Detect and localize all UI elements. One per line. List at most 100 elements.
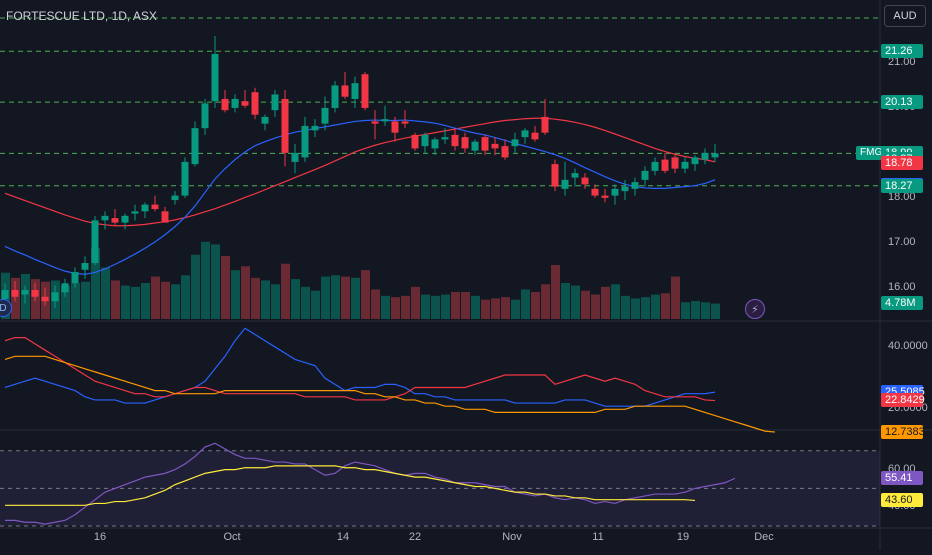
volume-bar — [441, 294, 450, 319]
volume-bar — [151, 276, 160, 319]
candle-body — [441, 137, 449, 140]
candle-body — [301, 125, 309, 158]
rsi-series-line — [5, 442, 736, 525]
candle-body — [471, 141, 479, 151]
candle-body — [601, 195, 609, 198]
volume-bar — [431, 295, 440, 319]
candle-body — [41, 296, 49, 302]
candle-body — [311, 125, 319, 131]
candle-body — [461, 137, 469, 149]
candle-body — [161, 211, 169, 223]
volume-bar — [391, 297, 400, 319]
candle-body — [431, 139, 439, 149]
volume-bar — [381, 295, 390, 319]
candle-body — [621, 186, 629, 192]
candle-body — [171, 195, 179, 201]
candle-body — [31, 290, 39, 297]
candle-body — [21, 290, 29, 295]
candle-body — [571, 173, 579, 178]
volume-bar — [61, 285, 70, 319]
volume-bar — [211, 244, 220, 319]
flash-event-icon[interactable]: ⚡ — [745, 299, 765, 319]
price-tick-label: 17.00 — [888, 235, 916, 248]
volume-bar — [491, 298, 500, 319]
candle-body — [181, 161, 189, 196]
candle-body — [251, 92, 259, 115]
candle-body — [261, 116, 269, 124]
volume-bar — [661, 293, 670, 319]
candle-body — [91, 220, 99, 264]
volume-bar — [551, 265, 560, 319]
volume-bar — [421, 294, 430, 319]
time-tick-label: Oct — [223, 531, 241, 543]
volume-bar — [461, 292, 470, 319]
volume-bar — [241, 266, 250, 319]
volume-bar — [701, 302, 710, 319]
candle-body — [551, 164, 559, 187]
volume-bar — [691, 301, 700, 319]
volume-bar — [121, 285, 130, 319]
price-axis-tag: 20.13 — [881, 95, 923, 110]
candle-body — [511, 139, 519, 147]
candle-body — [641, 170, 649, 180]
candle-body — [401, 121, 409, 124]
candle-body — [291, 152, 299, 162]
candle-body — [421, 134, 429, 147]
rsi-axis-tag: 55.41 — [881, 471, 923, 486]
candle-body — [581, 177, 589, 185]
candle-body — [671, 157, 679, 169]
volume-bar — [511, 299, 520, 319]
volume-bar — [341, 276, 350, 319]
volume-bar — [231, 270, 240, 319]
volume-bar — [711, 303, 720, 319]
chart-title: FORTESCUE LTD, 1D, ASX — [6, 9, 157, 23]
volume-bar — [561, 283, 570, 319]
volume-bar — [281, 263, 290, 319]
volume-bar — [621, 295, 630, 319]
volume-bar — [371, 289, 380, 319]
time-tick-label: 14 — [336, 531, 350, 543]
volume-bar — [161, 281, 170, 319]
volume-bar — [651, 294, 660, 319]
candle-body — [711, 153, 719, 158]
candle-body — [151, 204, 159, 210]
dmi-tick-label: 40.0000 — [888, 339, 928, 352]
dmi-series-line — [4, 355, 776, 433]
volume-bar — [141, 283, 150, 319]
volume-bar — [471, 295, 480, 319]
candle-body — [241, 101, 249, 106]
candle-body — [191, 128, 199, 165]
time-tick-label: Dec — [754, 531, 774, 543]
volume-bar — [591, 294, 600, 319]
volume-bar — [681, 302, 690, 319]
volume-bar — [91, 248, 100, 319]
volume-bar — [181, 275, 190, 319]
dmi-axis-tag: 12.7383 — [881, 424, 925, 439]
candle-body — [501, 146, 509, 158]
candle-body — [491, 143, 499, 149]
volume-bar — [411, 286, 420, 319]
volume-bar — [521, 289, 530, 319]
volume-bar — [611, 284, 620, 319]
time-tick-label: 22 — [408, 531, 422, 543]
volume-bar — [541, 284, 550, 319]
candle-body — [561, 179, 569, 189]
candle-body — [131, 211, 139, 214]
candle-body — [631, 182, 639, 189]
candle-body — [51, 292, 59, 302]
volume-bar — [271, 284, 280, 319]
volume-bar — [571, 285, 580, 319]
volume-bar — [641, 297, 650, 319]
currency-button[interactable]: AUD — [884, 5, 926, 27]
candle-body — [1, 290, 9, 300]
candle-body — [381, 119, 389, 122]
candle-body — [531, 132, 539, 140]
candle-body — [101, 215, 109, 221]
price-tick-label: 21.00 — [888, 55, 916, 68]
candle-body — [201, 103, 209, 129]
volume-bar — [451, 292, 460, 319]
price-axis-tag: 4.78M — [881, 296, 923, 310]
volume-bar — [601, 286, 610, 319]
